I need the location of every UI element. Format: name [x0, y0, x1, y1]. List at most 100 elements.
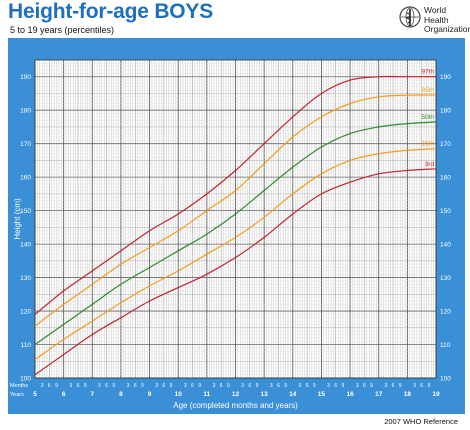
month-tick-label: 3 — [384, 383, 387, 389]
month-tick-label: 6 — [48, 383, 51, 389]
month-tick-label: 3 — [98, 383, 101, 389]
month-tick-label: 6 — [420, 383, 423, 389]
month-tick-label: 6 — [105, 383, 108, 389]
y-tick-label-left: 170 — [20, 141, 31, 148]
month-tick-label: 9 — [84, 383, 87, 389]
month-tick-label: 3 — [413, 383, 416, 389]
org-line-2: Organization — [424, 24, 470, 34]
y-tick-label-right: 180 — [440, 108, 451, 115]
month-tick-label: 9 — [427, 383, 430, 389]
percentile-line-15th — [34, 148, 437, 361]
percentile-label-50th: 50th — [421, 114, 434, 121]
y-tick-label-left: 160 — [20, 175, 31, 182]
year-tick-label: 5 — [33, 391, 37, 398]
organization-name: World Health Organization — [424, 5, 470, 35]
y-tick-label-right: 120 — [440, 309, 451, 316]
month-tick-label: 6 — [134, 383, 137, 389]
month-tick-label: 9 — [399, 383, 402, 389]
month-tick-label: 6 — [163, 383, 166, 389]
month-tick-label: 9 — [112, 383, 115, 389]
plot-border — [34, 59, 437, 379]
percentile-label-15th: 15th — [421, 141, 434, 148]
month-tick-label: 9 — [198, 383, 201, 389]
who-emblem-icon — [399, 6, 421, 28]
percentile-label-97th: 97th — [421, 69, 434, 76]
year-tick-label: 16 — [346, 391, 354, 398]
height-for-age-chart: 100 100 110 110 120 120 130 130 140 140 150 150 160 1… — [10, 59, 451, 410]
year-tick-label: 18 — [404, 391, 412, 398]
month-tick-label: 6 — [392, 383, 395, 389]
y-tick-label-left: 110 — [21, 342, 32, 349]
year-tick-label: 6 — [62, 391, 66, 398]
y-tick-label-left: 120 — [20, 309, 31, 316]
month-tick-label: 6 — [363, 383, 366, 389]
y-tick-label-right: 140 — [440, 242, 451, 249]
org-line-1: World Health — [424, 5, 449, 25]
month-tick-label: 3 — [270, 383, 273, 389]
month-tick-label: 3 — [69, 383, 72, 389]
y-tick-label-right: 130 — [440, 275, 451, 282]
month-tick-label: 6 — [191, 383, 194, 389]
y-tick-label-left: 180 — [20, 108, 31, 115]
month-tick-label: 3 — [356, 383, 359, 389]
y-tick-label-left: 140 — [20, 242, 31, 249]
year-tick-label: 12 — [232, 391, 240, 398]
y-tick-label-right: 190 — [440, 74, 451, 81]
year-tick-label: 19 — [432, 391, 440, 398]
y-tick-label-left: 130 — [20, 275, 31, 282]
month-tick-label: 6 — [220, 383, 223, 389]
year-tick-label: 14 — [289, 391, 297, 398]
month-tick-label: 9 — [342, 383, 345, 389]
month-tick-label: 6 — [306, 383, 309, 389]
month-tick-label: 9 — [141, 383, 144, 389]
y-tick-label-left: 100 — [20, 376, 31, 383]
footer-reference: 2007 WHO Reference — [384, 417, 458, 426]
percentile-line-85th — [34, 94, 437, 327]
percentile-line-50th — [34, 121, 437, 345]
y-tick-label-left: 150 — [20, 208, 31, 215]
month-tick-label: 9 — [313, 383, 316, 389]
month-tick-label: 3 — [155, 383, 158, 389]
month-tick-label: 3 — [184, 383, 187, 389]
chart-subtitle: 5 to 19 years (percentiles) — [10, 25, 115, 35]
month-tick-label: 3 — [213, 383, 216, 389]
month-tick-label: 3 — [127, 383, 130, 389]
month-tick-label: 6 — [77, 383, 80, 389]
month-tick-label: 3 — [41, 383, 44, 389]
chart-panel: 100 100 110 110 120 120 130 130 140 140 150 150 160 1… — [8, 38, 465, 414]
percentile-line-97th — [34, 75, 436, 315]
y-axis-label: Height (cm) — [13, 198, 22, 240]
year-tick-label: 11 — [203, 391, 210, 398]
y-tick-label-right: 110 — [440, 342, 451, 349]
percentile-label-3rd: 3rd — [425, 161, 435, 168]
y-tick-label-right: 100 — [440, 376, 451, 383]
month-tick-label: 6 — [248, 383, 251, 389]
year-tick-label: 15 — [318, 391, 326, 398]
percentile-line-3rd — [34, 168, 437, 376]
month-tick-label: 3 — [327, 383, 330, 389]
year-tick-label: 9 — [148, 391, 152, 398]
month-tick-label: 9 — [256, 383, 259, 389]
y-tick-label-right: 150 — [440, 208, 451, 215]
month-tick-label: 3 — [241, 383, 244, 389]
months-row-label: Months — [10, 383, 28, 389]
year-tick-label: 7 — [90, 391, 94, 398]
month-tick-label: 9 — [55, 383, 58, 389]
y-tick-label-right: 160 — [440, 175, 451, 182]
y-tick-label-left: 190 — [20, 74, 31, 81]
month-tick-label: 9 — [370, 383, 373, 389]
percentile-label-85th: 85th — [421, 87, 434, 94]
year-tick-label: 10 — [175, 391, 183, 398]
year-tick-label: 8 — [119, 391, 123, 398]
month-tick-label: 6 — [277, 383, 280, 389]
month-tick-label: 9 — [284, 383, 287, 389]
month-tick-label: 9 — [227, 383, 230, 389]
year-tick-label: 13 — [261, 391, 269, 398]
x-axis-label: Age (completed months and years) — [173, 401, 298, 410]
chart-title: Height-for-age BOYS — [8, 0, 214, 23]
year-tick-label: 17 — [375, 391, 383, 398]
month-tick-label: 9 — [170, 383, 173, 389]
years-row-label: Years — [10, 392, 24, 398]
month-tick-label: 3 — [299, 383, 302, 389]
month-tick-label: 6 — [334, 383, 337, 389]
